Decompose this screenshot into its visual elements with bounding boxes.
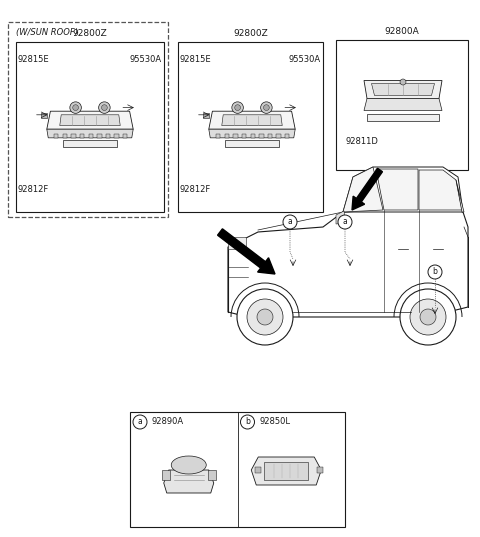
Text: 92811D: 92811D [346,137,379,147]
Circle shape [410,299,446,335]
Polygon shape [336,211,346,224]
Circle shape [235,105,240,111]
Text: b: b [245,417,250,426]
Text: 92800Z: 92800Z [72,30,108,39]
Bar [264,462,308,480]
Polygon shape [376,169,418,210]
Text: b: b [432,267,437,277]
Circle shape [338,215,352,229]
Circle shape [428,265,442,279]
Circle shape [237,289,293,345]
Polygon shape [47,111,133,129]
Bar [208,470,216,480]
Polygon shape [60,115,120,126]
Bar [97,134,101,138]
Polygon shape [228,237,246,249]
Circle shape [264,105,269,111]
Polygon shape [209,111,295,129]
Circle shape [247,299,283,335]
Circle shape [99,102,110,113]
Polygon shape [47,129,133,138]
FancyArrow shape [217,229,275,274]
Polygon shape [343,167,463,212]
Bar [259,134,264,138]
Bar [130,412,345,527]
Text: 92812F: 92812F [180,185,211,194]
Bar [16,42,164,212]
Text: 95530A: 95530A [289,55,321,64]
Circle shape [102,105,108,111]
Polygon shape [419,170,462,210]
FancyArrow shape [352,168,383,210]
Circle shape [70,102,81,113]
Circle shape [400,79,406,85]
Bar [203,113,209,118]
Bar [114,134,119,138]
Text: 92815E: 92815E [18,55,49,64]
Bar [336,40,468,170]
Ellipse shape [171,456,206,474]
Circle shape [283,215,297,229]
Circle shape [261,102,272,113]
Bar [80,134,84,138]
Polygon shape [228,207,468,317]
Text: 92800A: 92800A [384,26,420,35]
Text: a: a [138,417,143,426]
Polygon shape [222,115,282,126]
Bar [242,134,246,138]
Polygon shape [164,470,214,493]
Bar [255,467,261,473]
Bar [88,134,93,138]
Circle shape [400,289,456,345]
Bar [276,134,281,138]
Bar [71,134,75,138]
Polygon shape [251,457,321,485]
Polygon shape [364,81,442,98]
Bar [251,134,255,138]
Text: 92890A: 92890A [152,417,184,426]
Text: 92812F: 92812F [18,185,49,194]
Bar [106,134,110,138]
Bar [178,42,323,212]
Bar [285,134,289,138]
Bar [216,134,220,138]
Text: 92815E: 92815E [180,55,212,64]
Bar [317,467,323,473]
Text: a: a [343,217,348,227]
Text: (W/SUN ROOF): (W/SUN ROOF) [16,27,78,37]
Bar [268,134,272,138]
Bar [162,470,170,480]
Polygon shape [372,83,434,96]
Circle shape [240,415,254,429]
Polygon shape [456,180,464,212]
Bar [8,22,168,217]
Bar [62,134,67,138]
Text: 92800Z: 92800Z [233,30,268,39]
Circle shape [257,309,273,325]
Text: 95530A: 95530A [130,55,162,64]
Bar [367,113,439,121]
Bar [62,140,117,147]
Polygon shape [209,129,295,138]
Text: 92850L: 92850L [260,417,290,426]
Circle shape [420,309,436,325]
Circle shape [133,415,147,429]
Bar [225,134,229,138]
Bar [233,134,238,138]
Bar [41,113,47,118]
Bar [54,134,59,138]
Text: a: a [288,217,292,227]
Bar [225,140,279,147]
Bar [123,134,128,138]
Polygon shape [343,167,383,212]
Polygon shape [364,98,442,111]
Circle shape [73,105,78,111]
Circle shape [232,102,243,113]
